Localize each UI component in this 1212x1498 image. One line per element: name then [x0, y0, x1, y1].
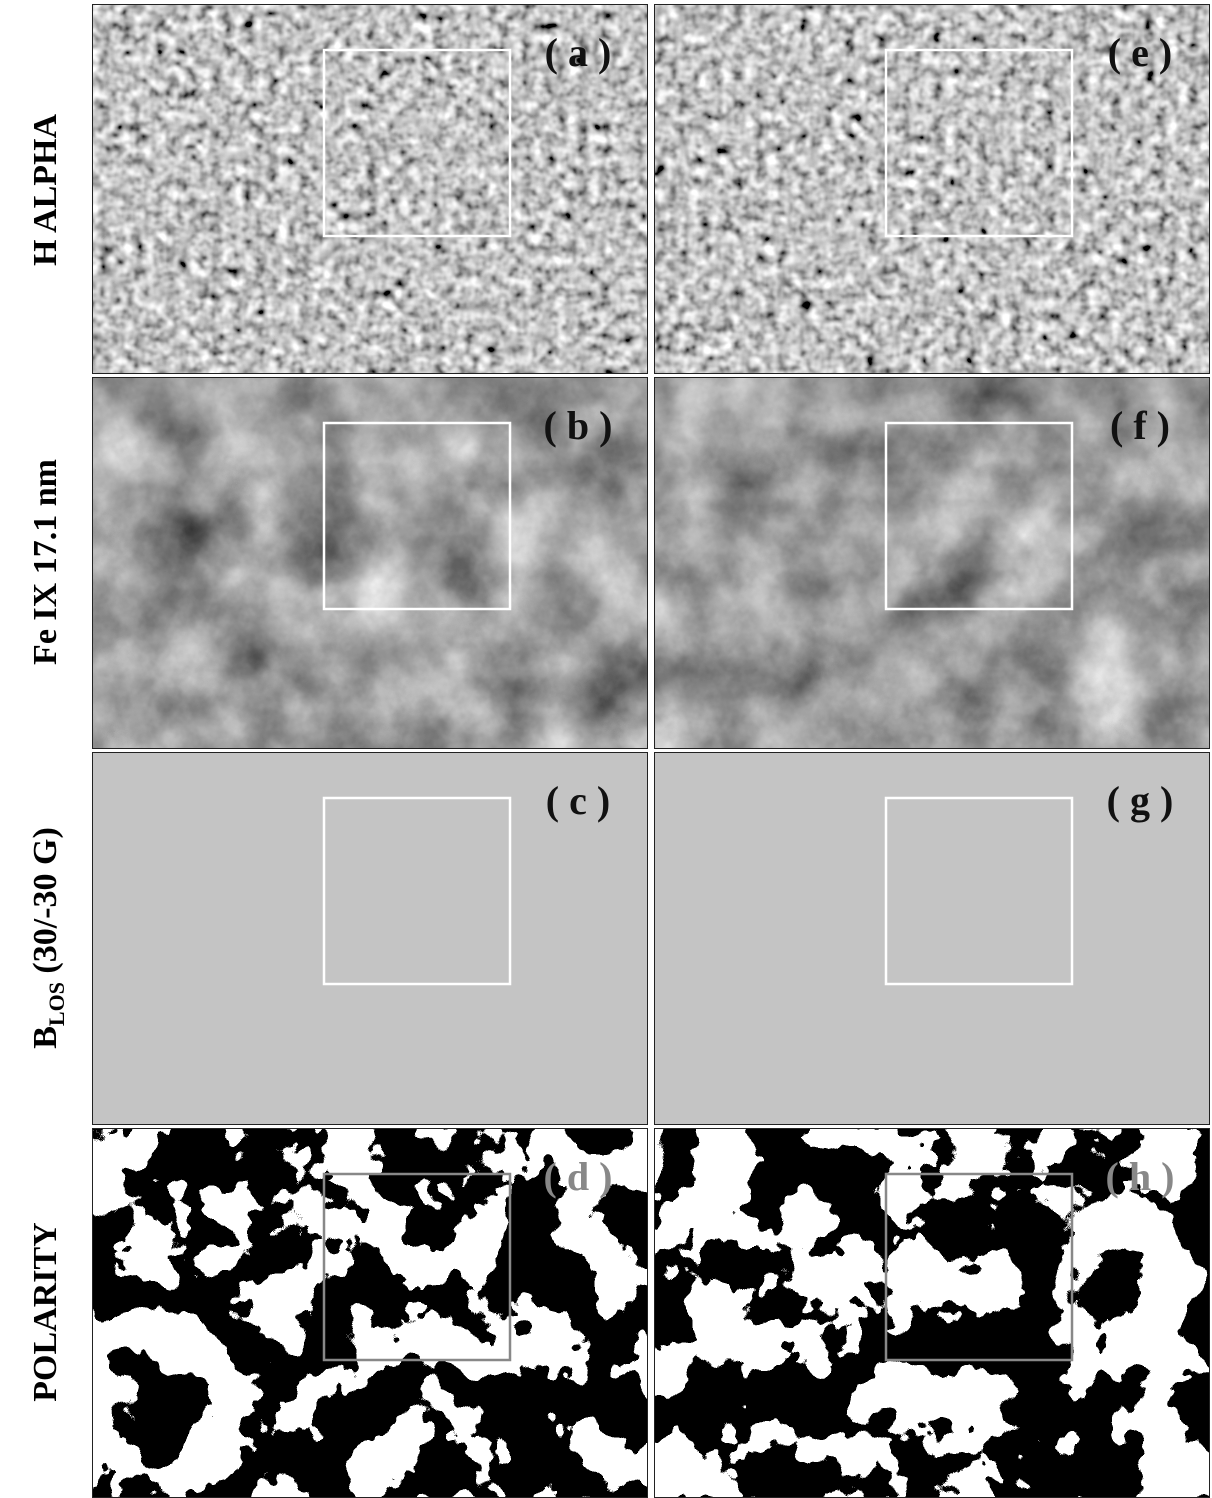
panel-label: ( e ) — [1108, 30, 1172, 75]
panel-label: ( g ) — [1107, 778, 1174, 823]
row-label: BLOS (30/-30 G) — [27, 827, 69, 1049]
row-label-subscript: LOS — [44, 982, 69, 1026]
figure: H ALPHA Fe IX 17.1 nm BLOS (30/-30 G) PO… — [0, 0, 1212, 1498]
row-label: H ALPHA — [27, 114, 64, 267]
row-label: Fe IX 17.1 nm — [27, 459, 64, 665]
panel-label: ( d ) — [544, 1154, 613, 1199]
row-label: POLARITY — [27, 1222, 64, 1401]
panel-label: ( h ) — [1106, 1154, 1175, 1199]
panel-label: ( a ) — [545, 30, 612, 75]
page: H ALPHA Fe IX 17.1 nm BLOS (30/-30 G) PO… — [0, 0, 1212, 1498]
row-label-suffix: (30/-30 G) — [27, 827, 64, 982]
row-label-main: B — [27, 1026, 64, 1049]
panel-label: ( f ) — [1110, 403, 1170, 448]
panel-label: ( c ) — [546, 778, 610, 823]
panel-label: ( b ) — [544, 403, 613, 448]
